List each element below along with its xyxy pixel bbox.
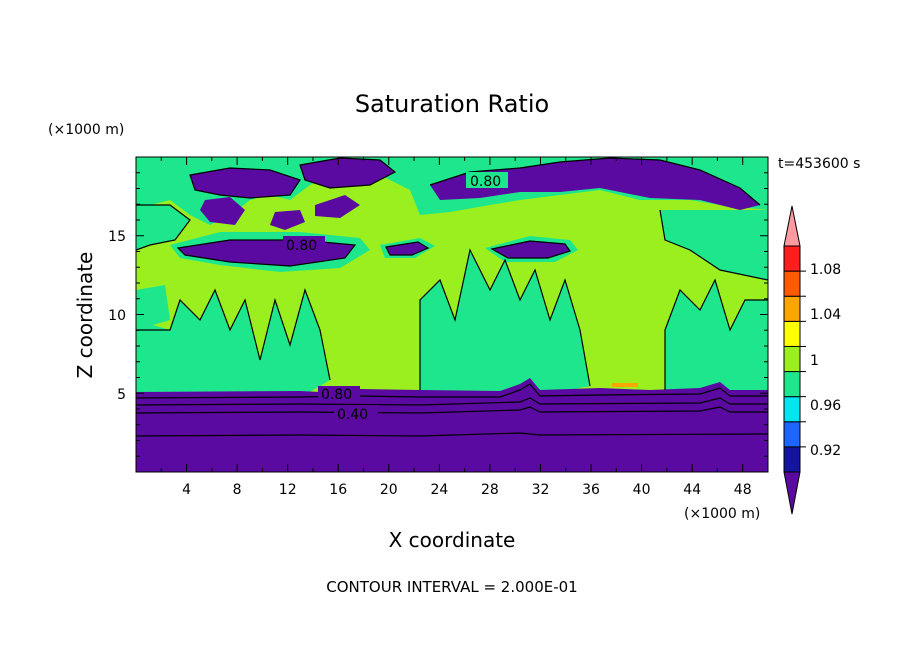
x-tick-label-20: 20 bbox=[380, 482, 398, 498]
colorbar-label-0.96: 0.96 bbox=[810, 398, 841, 414]
colorbar-label-1.08: 1.08 bbox=[810, 262, 841, 278]
x-tick-label-8: 8 bbox=[233, 482, 242, 498]
time-label: t=453600 s bbox=[778, 156, 860, 172]
x-tick-label-32: 32 bbox=[532, 482, 550, 498]
y-tick-label-15: 15 bbox=[108, 229, 126, 245]
contour-0.80-mid-center bbox=[385, 241, 430, 256]
x-tick-label-16: 16 bbox=[329, 482, 347, 498]
contour-0.80-upper bbox=[429, 157, 761, 206]
colorbar-swatch-0 bbox=[783, 446, 801, 473]
contour-interval-footer: CONTOUR INTERVAL = 2.000E-01 bbox=[326, 578, 577, 596]
contour-0.20-bl bbox=[136, 432, 768, 437]
upper-purple-band bbox=[430, 158, 760, 210]
contour-label-1: 0.80 bbox=[470, 174, 501, 190]
contour-label-bg-3 bbox=[318, 386, 360, 400]
x-tick-label-24: 24 bbox=[430, 482, 448, 498]
contour-label-bg-4 bbox=[334, 405, 378, 420]
x-unit-label: (×1000 m) bbox=[684, 506, 760, 522]
contour-labels: 0.80 0.80 0.80 0.40 bbox=[283, 172, 508, 423]
purple-blob-left bbox=[200, 197, 245, 225]
x-tick-label-28: 28 bbox=[481, 482, 499, 498]
contour-0.80-mid-left bbox=[176, 239, 357, 267]
contour-1.00-upper-left bbox=[136, 204, 191, 251]
x-axis-title: X coordinate bbox=[389, 528, 516, 552]
contour-1.00-left bbox=[136, 288, 331, 381]
colorbar-label-1.04: 1.04 bbox=[810, 307, 841, 323]
contour-0.80-center bbox=[299, 157, 397, 189]
colorbar-swatch-4 bbox=[783, 345, 801, 373]
teal-lower-right bbox=[665, 280, 768, 392]
contour-1.00-upper-right bbox=[659, 209, 768, 281]
contour-label-2: 0.80 bbox=[286, 238, 317, 254]
teal-upper-right bbox=[660, 210, 768, 280]
contour-1.00-right bbox=[664, 278, 768, 390]
y-tick-label-5: 5 bbox=[117, 387, 126, 403]
purple-blob-mid bbox=[315, 195, 360, 218]
x-tick-label-48: 48 bbox=[734, 482, 752, 498]
contour-1.00-center bbox=[419, 248, 591, 390]
teal-lower-left bbox=[136, 290, 330, 392]
colorbar-label-0.92: 0.92 bbox=[810, 443, 841, 459]
boundary-layer bbox=[136, 378, 768, 472]
field-layer: 0.80 0.80 0.80 0.40 bbox=[136, 157, 768, 472]
contour-label-3: 0.80 bbox=[321, 387, 352, 403]
chart-title: Saturation Ratio bbox=[355, 90, 549, 118]
colorbar-swatch-7 bbox=[783, 270, 801, 297]
contour-label-bg-1 bbox=[466, 172, 508, 188]
y-axis: 5 10 15 bbox=[108, 229, 126, 403]
purple-blob-small bbox=[270, 210, 305, 230]
y-tick-marks bbox=[136, 172, 768, 457]
colorbar-labels: 0.92 0.96 1 1.04 1.08 bbox=[810, 262, 841, 459]
contour-label-bg-2 bbox=[283, 236, 325, 252]
x-tick-marks bbox=[160, 157, 744, 472]
colorbar-label-1: 1 bbox=[810, 353, 819, 369]
x-tick-label-36: 36 bbox=[582, 482, 600, 498]
colorbar-bottom-triangle bbox=[783, 471, 801, 515]
colorbar-swatch-6 bbox=[783, 295, 801, 322]
x-tick-label-12: 12 bbox=[279, 482, 297, 498]
colorbar-swatch-1 bbox=[783, 421, 801, 448]
colorbar-top-triangle bbox=[783, 205, 801, 247]
y-tick-label-10: 10 bbox=[108, 308, 126, 324]
contour-label-4: 0.40 bbox=[337, 407, 368, 423]
colorbar-swatch-3 bbox=[783, 371, 801, 398]
x-axis: 4 8 12 16 20 24 28 32 36 40 44 48 bbox=[182, 482, 751, 498]
y-unit-label: (×1000 m) bbox=[48, 122, 124, 138]
contour-0.80-left bbox=[189, 167, 301, 199]
teal-left-column bbox=[136, 285, 170, 330]
mid-lens-center-purple bbox=[386, 242, 428, 255]
colorbar-swatch-5 bbox=[783, 320, 801, 347]
upper-purple-center bbox=[300, 158, 395, 188]
y-axis-title: Z coordinate bbox=[73, 252, 97, 379]
warm-spot bbox=[612, 383, 638, 387]
contour-0.80-mid-right bbox=[490, 240, 571, 259]
x-tick-label-44: 44 bbox=[683, 482, 701, 498]
colorbar-swatch-2 bbox=[783, 396, 801, 423]
colorbar-swatch-8 bbox=[783, 245, 801, 272]
teal-upper-left bbox=[136, 205, 190, 250]
upper-purple-left bbox=[190, 168, 300, 198]
x-tick-label-40: 40 bbox=[633, 482, 651, 498]
x-tick-label-4: 4 bbox=[182, 482, 191, 498]
contour-0.60-bl bbox=[136, 397, 768, 406]
colorbar bbox=[783, 205, 806, 515]
